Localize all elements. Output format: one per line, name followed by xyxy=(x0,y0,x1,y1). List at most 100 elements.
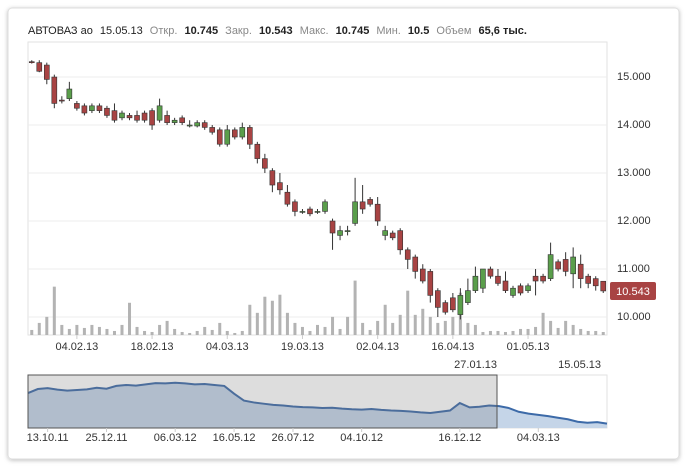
volume-bar xyxy=(579,328,583,335)
candle-body xyxy=(412,256,419,272)
open-value: 10.745 xyxy=(184,25,218,37)
volume-bar xyxy=(323,326,327,335)
candle-body xyxy=(592,278,599,287)
candle-body xyxy=(224,129,231,145)
candle-body xyxy=(89,105,95,111)
candle-body xyxy=(141,112,148,121)
volume-bar xyxy=(466,322,470,335)
volume-bar xyxy=(519,328,523,335)
candle-body xyxy=(28,61,35,63)
volume-bar xyxy=(255,312,259,335)
volume-bar xyxy=(270,300,274,335)
volume-bar xyxy=(195,330,199,335)
x-tick-label: 18.02.13 xyxy=(131,341,174,353)
candle-body xyxy=(254,143,261,159)
volume-bar xyxy=(594,330,598,335)
open-label: Откр. xyxy=(150,25,178,37)
volume-bar xyxy=(586,330,590,335)
volume-bar xyxy=(526,328,530,335)
candle-body xyxy=(337,230,343,236)
candle-body xyxy=(517,285,524,294)
candle-body xyxy=(540,275,546,282)
volume-bar xyxy=(368,329,372,335)
y-tick-label: 12.000 xyxy=(617,215,651,227)
navigator-label: 16.05.12 xyxy=(213,432,256,444)
volume-bar xyxy=(353,280,357,335)
y-tick-label: 15.000 xyxy=(617,71,651,83)
candle-body xyxy=(329,220,336,234)
volume-bar xyxy=(488,330,492,335)
navigator-area-fill xyxy=(28,382,607,428)
candle-body xyxy=(119,112,125,119)
candle-body xyxy=(307,208,313,215)
volume-bar xyxy=(67,328,71,335)
candle-body xyxy=(344,230,351,232)
volume-bar xyxy=(128,302,132,335)
navigator-line xyxy=(27,381,608,425)
volume-label: Объем xyxy=(436,25,471,37)
x-tick-label: 01.05.13 xyxy=(507,341,550,353)
y-tick-label: 14.000 xyxy=(617,119,651,131)
candle-body xyxy=(209,127,216,133)
candle-body xyxy=(314,211,321,213)
candle-body xyxy=(43,64,50,80)
volume-bar xyxy=(376,320,380,335)
volume-bar xyxy=(601,331,605,335)
candle-body xyxy=(284,191,291,205)
candle-body xyxy=(532,275,539,282)
volume-bar xyxy=(248,304,252,335)
volume-bar xyxy=(120,324,124,335)
candle-body xyxy=(104,107,110,116)
candle-body xyxy=(570,256,576,275)
candle-body xyxy=(277,182,283,191)
volume-bar xyxy=(481,331,485,335)
candle-body xyxy=(194,122,200,127)
volume-bar xyxy=(30,329,34,335)
candle-body xyxy=(585,275,592,284)
price-tag-label: 10.543 xyxy=(616,286,650,298)
candle-body xyxy=(59,99,65,102)
volume-bar xyxy=(406,290,410,335)
candle-body xyxy=(292,201,298,212)
volume-bar xyxy=(443,320,447,335)
high-label: Макс. xyxy=(300,25,329,37)
candle-body xyxy=(299,211,306,213)
candle-body xyxy=(382,230,388,236)
volume-bar xyxy=(173,328,177,335)
volume-bar xyxy=(428,316,432,335)
candle-body xyxy=(562,259,569,272)
stock-name: АВТОВАЗ ао xyxy=(28,25,93,37)
candle-body xyxy=(322,201,328,212)
candle-body xyxy=(216,129,223,145)
volume-bar xyxy=(308,330,312,335)
low-value: 10.5 xyxy=(408,25,429,37)
volume-bar xyxy=(45,316,49,335)
date: 15.05.13 xyxy=(100,25,143,37)
candle-body xyxy=(352,201,358,224)
range-start-label: 27.01.13 xyxy=(454,359,497,371)
volume-bar xyxy=(564,320,568,335)
volume-bar xyxy=(165,320,169,335)
candle-body xyxy=(555,261,561,270)
volume-bar xyxy=(210,329,214,335)
volume-bar xyxy=(549,320,553,335)
low-label: Мин. xyxy=(376,25,400,37)
candle-body xyxy=(231,129,238,138)
candle-body xyxy=(81,105,88,114)
candle-body xyxy=(465,290,471,303)
candle-body xyxy=(36,62,43,72)
candle-body xyxy=(262,158,268,169)
candle-body xyxy=(480,268,486,289)
volume-bar xyxy=(233,332,237,335)
volume-bar xyxy=(225,330,229,335)
x-tick-label: 19.03.13 xyxy=(281,341,324,353)
range-end-label: 15.05.13 xyxy=(558,359,601,371)
volume-bar xyxy=(346,316,350,335)
candle-body xyxy=(367,199,373,205)
candle-body xyxy=(450,297,456,311)
candle-body xyxy=(389,232,396,239)
candle-body xyxy=(149,110,155,126)
candle-body xyxy=(156,105,163,121)
candle-body xyxy=(397,230,404,251)
navigator-label: 04.03.13 xyxy=(517,432,560,444)
